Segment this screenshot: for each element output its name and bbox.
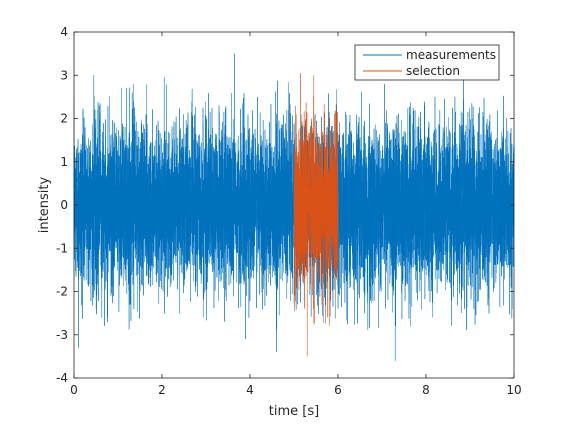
y-tick-label: 2: [60, 112, 68, 126]
y-tick-label: -3: [56, 328, 68, 342]
y-tick-label: 0: [60, 198, 68, 212]
y-axis-label: intensity: [37, 177, 52, 234]
x-axis-label: time [s]: [269, 404, 319, 419]
series-line-measurements: [73, 53, 515, 361]
legend-label-measurements: measurements: [406, 48, 496, 62]
legend-box: [354, 44, 500, 81]
ticks-layer: 0 2 4 6 8 10 -4 -3 -2 -1 0 1 2 3 4: [56, 25, 522, 397]
x-tick-label: 6: [334, 383, 342, 397]
y-tick-label: 3: [60, 68, 68, 82]
x-tick-label: 0: [70, 383, 78, 397]
x-tick-label: 8: [422, 383, 430, 397]
x-tick-label: 4: [246, 383, 254, 397]
x-tick-label: 10: [506, 383, 521, 397]
y-tick-label: 1: [60, 155, 68, 169]
legend: measurements selection: [354, 44, 500, 81]
y-tick-label: -4: [56, 371, 68, 385]
y-tick-label: -1: [56, 241, 68, 255]
x-tick-label: 2: [158, 383, 166, 397]
y-tick-label: 4: [60, 25, 68, 39]
series-layer: [73, 53, 515, 361]
y-tick-label: -2: [56, 285, 68, 299]
series-line-selection: [293, 73, 339, 357]
legend-label-selection: selection: [406, 64, 460, 78]
